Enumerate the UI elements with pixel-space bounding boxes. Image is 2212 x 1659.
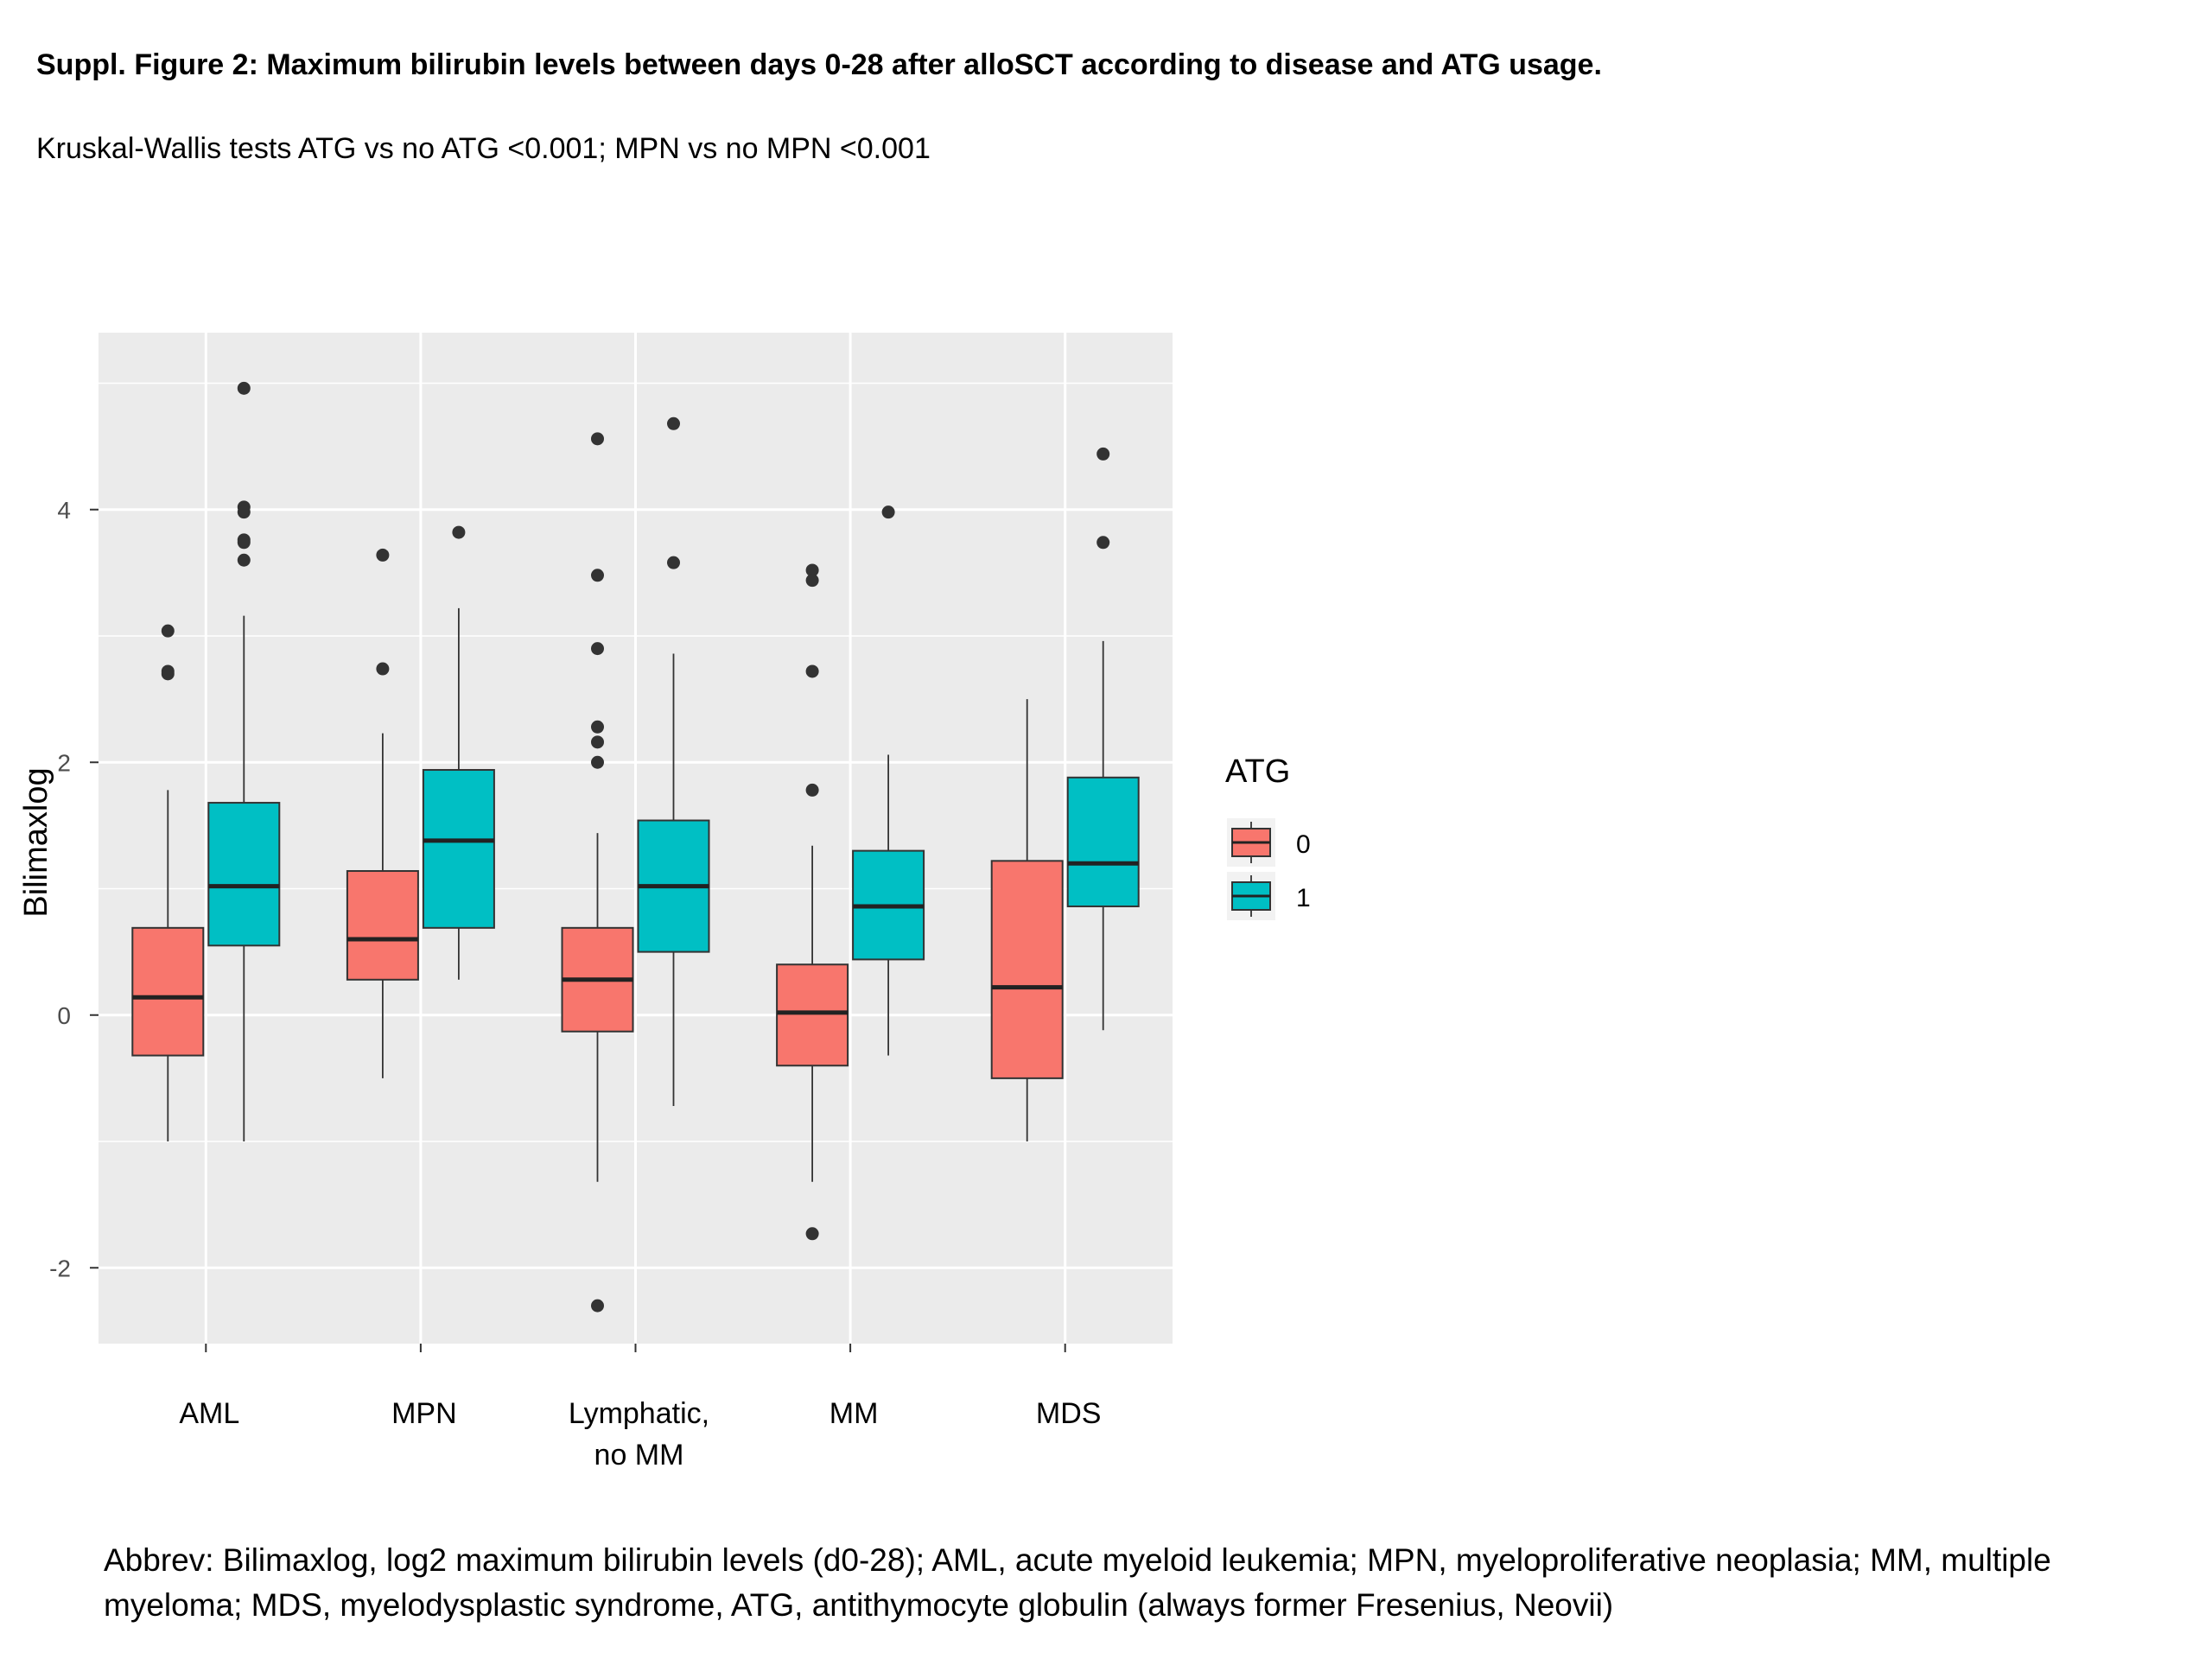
outlier-point [591, 642, 604, 656]
outlier-point [161, 624, 175, 638]
box [207, 802, 281, 947]
outlier-point [805, 563, 819, 577]
x-tick-label: MPN [391, 1397, 457, 1430]
outlier-point [805, 783, 819, 797]
box-group-MM-atg1 [852, 505, 925, 1056]
box-group-AML-atg1 [207, 381, 281, 1141]
y-axis-label: Bilimaxlog [18, 767, 54, 917]
box-group-MPN-atg0 [346, 548, 419, 1078]
box-group-MM-atg0 [776, 563, 849, 1241]
legend-label: 0 [1296, 830, 1311, 859]
outlier-point [591, 1299, 604, 1313]
box-group-AML-atg0 [131, 624, 205, 1141]
outlier-point [591, 755, 604, 769]
outlier-point [237, 536, 251, 550]
figure-subtitle: Kruskal-Wallis tests ATG vs no ATG <0.00… [36, 132, 931, 165]
x-tick-label: AML [179, 1397, 239, 1430]
outlier-point [591, 735, 604, 749]
y-tick-label: 4 [57, 497, 71, 524]
outlier-point [591, 569, 604, 582]
legend-key [1227, 818, 1275, 867]
outlier-point [1096, 536, 1110, 550]
x-tick-label: no MM [594, 1439, 684, 1471]
figure-abbreviations: Abbrev: Bilimaxlog, log2 maximum bilirub… [104, 1542, 2051, 1623]
outlier-point [237, 381, 251, 395]
outlier-point [161, 664, 175, 678]
legend: ATG 0 1 [1225, 753, 1311, 920]
outlier-point [1096, 447, 1110, 461]
box [131, 926, 205, 1057]
box-group-MDS-atg0 [990, 699, 1064, 1141]
outlier-point [805, 1227, 819, 1241]
x-tick-label: MDS [1036, 1397, 1102, 1430]
y-tick-label: 0 [57, 1002, 71, 1029]
box [990, 860, 1064, 1079]
figure-title: Suppl. Figure 2: Maximum bilirubin level… [36, 48, 1602, 81]
box-group-Lymphatic-atg1 [637, 416, 710, 1107]
box [346, 870, 419, 981]
outlier-point [805, 574, 819, 588]
outlier-point [667, 556, 680, 569]
outlier-point [667, 416, 680, 430]
outlier-point [237, 553, 251, 567]
box-group-Lymphatic-atg0 [561, 432, 634, 1313]
legend-title: ATG [1225, 753, 1290, 790]
box [422, 769, 495, 929]
box-group-MDS-atg1 [1066, 447, 1140, 1031]
y-tick-label: -2 [49, 1255, 71, 1281]
outlier-point [376, 548, 390, 562]
outlier-point [376, 662, 390, 676]
legend-label: 1 [1296, 884, 1311, 912]
outlier-point [452, 525, 466, 539]
outlier-point [591, 432, 604, 446]
outlier-point [805, 664, 819, 678]
y-tick-label: 2 [57, 749, 71, 776]
legend-key [1227, 872, 1275, 920]
box [1066, 776, 1140, 907]
outlier-point [881, 505, 895, 519]
box [776, 963, 849, 1067]
box-group-MPN-atg1 [422, 525, 495, 980]
outlier-point [237, 505, 251, 519]
outlier-point [591, 720, 604, 734]
x-tick-label: MM [830, 1397, 879, 1430]
x-tick-label: Lymphatic, [569, 1397, 709, 1430]
